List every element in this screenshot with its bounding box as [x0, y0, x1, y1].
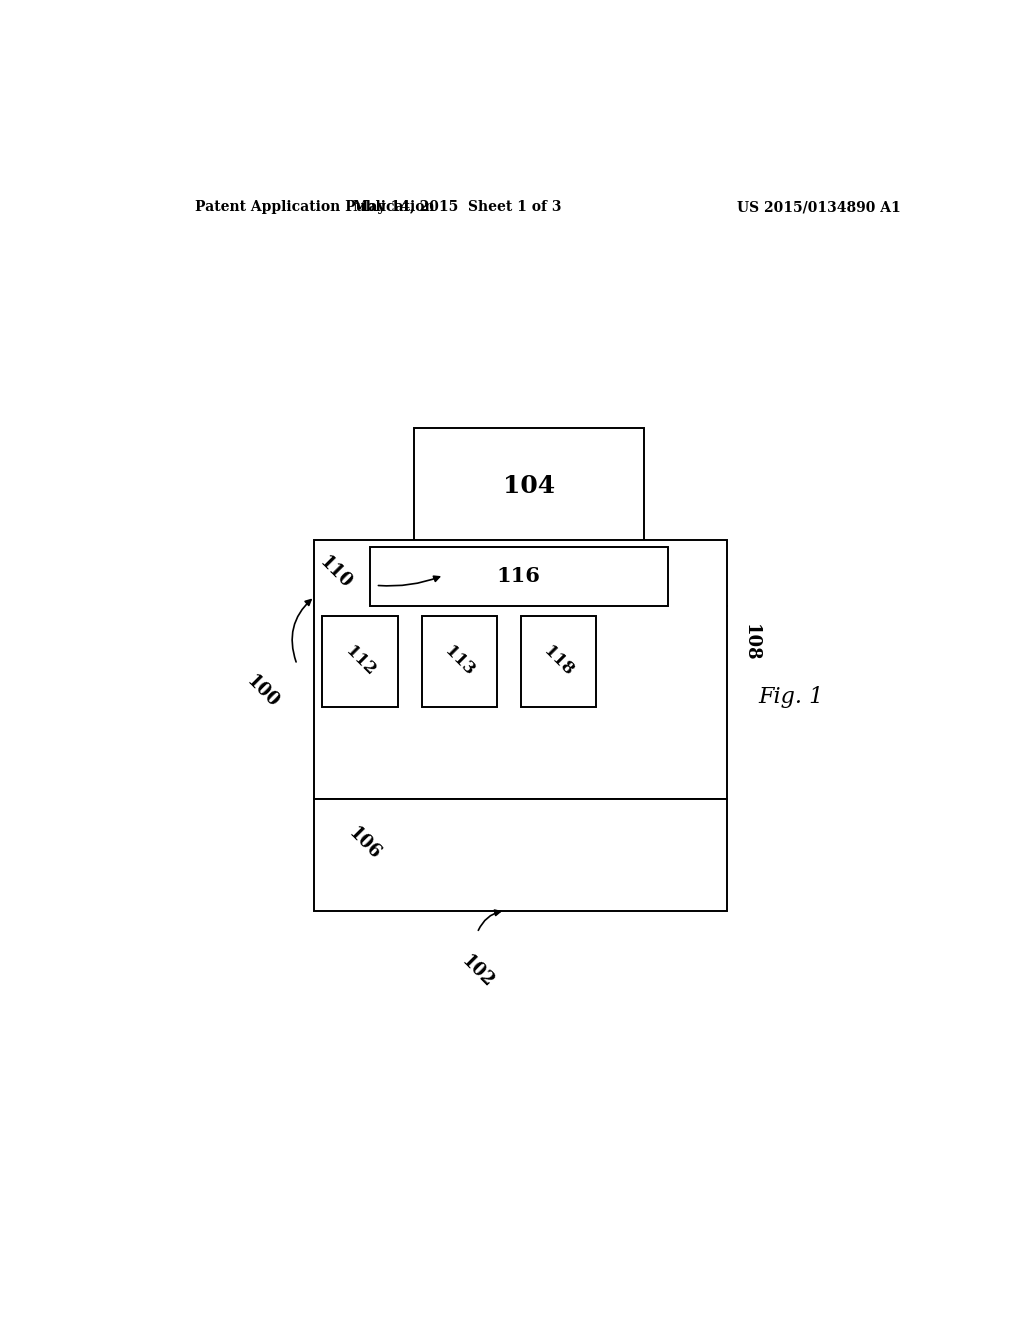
FancyBboxPatch shape	[314, 799, 727, 911]
Text: 112: 112	[342, 643, 379, 680]
FancyBboxPatch shape	[422, 615, 497, 708]
Text: Patent Application Publication: Patent Application Publication	[196, 201, 435, 214]
Text: Fig. 1: Fig. 1	[758, 686, 823, 708]
FancyBboxPatch shape	[323, 615, 397, 708]
Text: 100: 100	[244, 672, 283, 711]
Text: 106: 106	[345, 824, 384, 863]
Text: 104: 104	[503, 474, 555, 498]
Text: 110: 110	[316, 553, 355, 593]
FancyBboxPatch shape	[521, 615, 596, 708]
Text: 118: 118	[541, 643, 577, 680]
Text: 116: 116	[497, 566, 541, 586]
FancyBboxPatch shape	[370, 546, 668, 606]
FancyBboxPatch shape	[314, 540, 727, 799]
Text: 113: 113	[441, 643, 477, 680]
Text: May 14, 2015  Sheet 1 of 3: May 14, 2015 Sheet 1 of 3	[353, 201, 561, 214]
Text: 102: 102	[458, 952, 497, 991]
Text: 108: 108	[742, 624, 760, 663]
Text: US 2015/0134890 A1: US 2015/0134890 A1	[736, 201, 900, 214]
FancyBboxPatch shape	[414, 428, 644, 545]
